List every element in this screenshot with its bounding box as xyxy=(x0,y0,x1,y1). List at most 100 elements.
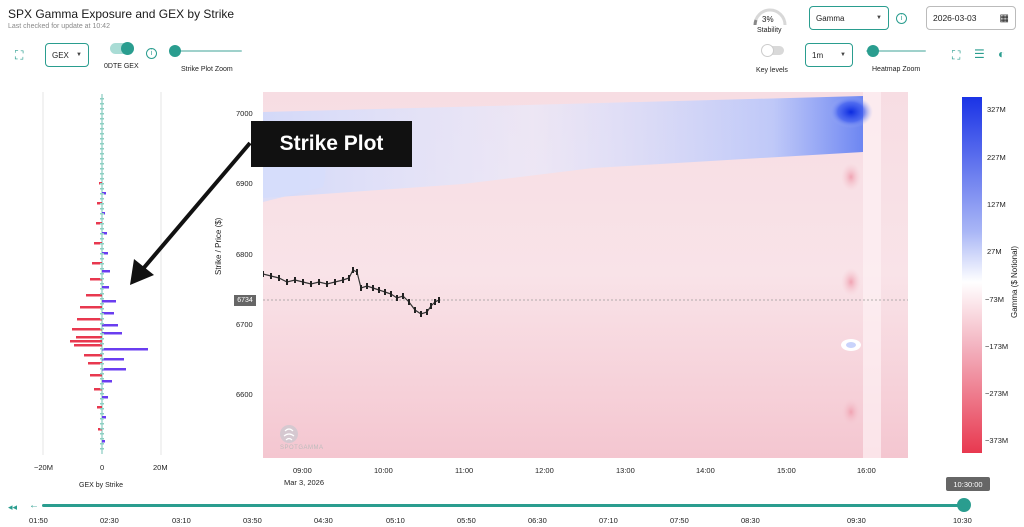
strike-tick-mark xyxy=(100,173,104,175)
expand-icon[interactable]: ⛶ xyxy=(15,48,24,62)
strike-tick-mark xyxy=(100,388,104,390)
strike-xtick: −20M xyxy=(34,463,53,472)
strike-bar xyxy=(97,202,102,205)
strike-tick-mark xyxy=(100,283,104,285)
strike-plot-xlabel: GEX by Strike xyxy=(79,482,123,489)
strike-bar xyxy=(94,242,102,245)
strike-tick-mark xyxy=(100,133,104,135)
price-line xyxy=(263,267,440,317)
strike-tick-mark xyxy=(100,288,104,290)
strike-tick-mark xyxy=(100,103,104,105)
strike-xtick: 20M xyxy=(153,463,168,472)
price-candle xyxy=(372,285,374,291)
info-icon[interactable]: i xyxy=(896,13,907,24)
strike-tick-mark xyxy=(100,98,104,100)
last-update-text: Last checked for update at 10:42 xyxy=(8,23,110,30)
strike-tick-mark xyxy=(100,423,104,425)
colorbar-tick: 127M xyxy=(987,200,1006,209)
key-levels-toggle[interactable] xyxy=(761,44,784,57)
timeline-label: 06:30 xyxy=(528,516,547,525)
heatmap-zoom-slider[interactable] xyxy=(866,50,926,52)
strike-tick-mark xyxy=(100,268,104,270)
current-price-label: 6734 xyxy=(234,295,256,306)
strike-plot-callout: Strike Plot xyxy=(251,121,412,167)
strike-zoom-knob[interactable] xyxy=(169,45,181,57)
timeline-label: 09:30 xyxy=(847,516,866,525)
strike-bar xyxy=(102,270,110,273)
heatmap-zoom-knob[interactable] xyxy=(867,45,879,57)
price-candle xyxy=(420,311,422,317)
strike-tick-mark xyxy=(100,398,104,400)
strike-tick-mark xyxy=(100,163,104,165)
strike-bars xyxy=(70,98,148,450)
price-candle xyxy=(352,267,354,273)
strike-tick-mark xyxy=(100,218,104,220)
gex-select[interactable]: GEX ▼ xyxy=(45,43,89,67)
strike-tick-mark xyxy=(100,408,104,410)
strike-bar xyxy=(102,416,106,419)
price-candle xyxy=(408,299,410,305)
contrast-icon[interactable]: ◐ xyxy=(998,47,1006,61)
expand-icon[interactable]: ⛶ xyxy=(952,48,961,62)
strike-tick-mark xyxy=(100,438,104,440)
strike-tick-mark xyxy=(100,148,104,150)
price-candle xyxy=(426,309,428,315)
strike-tick-mark xyxy=(100,213,104,215)
heatmap-xtick: 12:00 xyxy=(535,466,554,475)
settings-sliders-icon[interactable]: ☰ xyxy=(974,47,985,61)
info-icon[interactable]: i xyxy=(146,48,157,59)
calendar-icon[interactable]: ▦ xyxy=(999,12,1009,24)
strike-bar xyxy=(70,340,102,343)
date-value: 2026-03-03 xyxy=(933,13,977,23)
odte-gex-toggle[interactable] xyxy=(110,42,134,55)
strike-tick-mark xyxy=(100,308,104,310)
strike-tick-mark xyxy=(100,138,104,140)
strike-tick-mark xyxy=(100,368,104,370)
gamma-heatmap[interactable] xyxy=(263,92,908,458)
metric-select[interactable]: Gamma ▼ xyxy=(809,6,889,30)
strike-bar xyxy=(102,300,116,303)
price-candle xyxy=(434,299,436,305)
colorbar-tick: −173M xyxy=(985,342,1009,351)
spotgamma-logo-icon xyxy=(280,425,298,443)
strike-tick-mark xyxy=(100,348,104,350)
strike-tick-mark xyxy=(100,383,104,385)
strike-bar xyxy=(102,396,108,399)
key-levels-label: Key levels xyxy=(756,67,788,74)
strike-tick-mark xyxy=(100,353,104,355)
heatmap-ytick: 7000 xyxy=(236,109,253,118)
strike-tick-mark xyxy=(100,153,104,155)
date-picker[interactable]: 2026-03-03 ▦ xyxy=(926,6,1016,30)
strike-tick-mark xyxy=(100,113,104,115)
strike-bar xyxy=(102,286,109,289)
strike-zoom-label: Strike Plot Zoom xyxy=(181,66,233,73)
stability-label: Stability xyxy=(757,27,782,34)
strike-tick-mark xyxy=(100,178,104,180)
arrow-left-icon[interactable]: ← xyxy=(29,500,39,511)
interval-select[interactable]: 1m ▼ xyxy=(805,43,853,67)
strike-tick-mark xyxy=(100,358,104,360)
strike-bar xyxy=(92,262,102,265)
price-candle xyxy=(396,295,398,301)
strike-tick-mark xyxy=(100,278,104,280)
strike-tick-mark xyxy=(100,183,104,185)
strike-tick-mark xyxy=(100,443,104,445)
strike-tick-mark xyxy=(100,303,104,305)
strike-zoom-slider[interactable] xyxy=(170,50,242,52)
heatmap-ytick: 6700 xyxy=(236,320,253,329)
watermark-text: SPOTGAMMA xyxy=(280,445,324,451)
skip-back-icon[interactable]: ◂◂ xyxy=(8,502,18,512)
strike-bar xyxy=(90,278,102,281)
heatmap-xtick: 16:00 xyxy=(857,466,876,475)
timeline-current-time: 10:30:00 xyxy=(946,477,990,491)
timeline-track[interactable] xyxy=(42,504,966,507)
price-candle xyxy=(278,275,280,281)
strike-tick-mark xyxy=(100,223,104,225)
metric-select-value: Gamma xyxy=(816,13,845,23)
heatmap-xtick: 09:00 xyxy=(293,466,312,475)
strike-bar xyxy=(90,374,102,377)
timeline-knob[interactable] xyxy=(957,498,971,512)
strike-tick-mark xyxy=(100,108,104,110)
strike-bar xyxy=(102,380,112,383)
strike-bar xyxy=(102,348,148,351)
